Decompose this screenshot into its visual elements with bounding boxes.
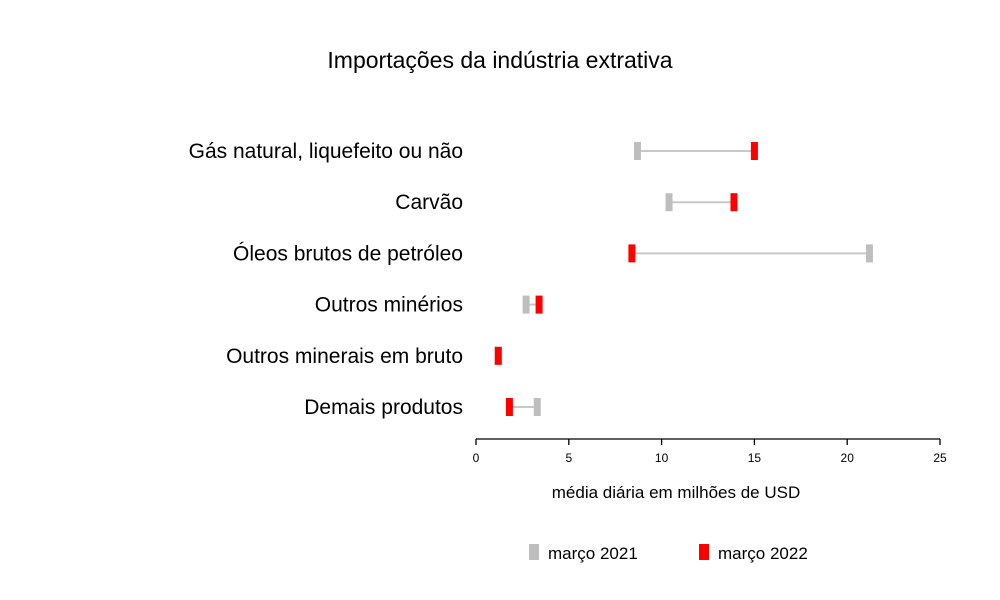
x-tick-label: 10 bbox=[655, 451, 669, 465]
x-tick-label: 20 bbox=[841, 451, 855, 465]
category-label: Demais produtos bbox=[304, 396, 463, 419]
category-label: Óleos brutos de petróleo bbox=[233, 242, 463, 265]
marker-2022 bbox=[750, 142, 758, 160]
legend-swatch bbox=[529, 544, 539, 560]
row-group: Óleos brutos de petróleo bbox=[233, 242, 873, 265]
x-tick-label: 5 bbox=[565, 451, 572, 465]
row-group: Gás natural, liquefeito ou não bbox=[189, 140, 758, 163]
chart-rows: Gás natural, liquefeito ou não Carvão Óleo… bbox=[189, 140, 873, 419]
category-label: Carvão bbox=[395, 191, 463, 214]
x-axis-label: média diária em milhões de USD bbox=[552, 483, 801, 502]
category-label: Outros minerais em bruto bbox=[226, 345, 463, 368]
marker-2022 bbox=[535, 295, 543, 314]
chart-title: Importações da indústria extrativa bbox=[327, 47, 672, 73]
x-tick-label: 25 bbox=[933, 451, 947, 465]
marker-2022 bbox=[730, 193, 738, 212]
marker-2021 bbox=[522, 295, 530, 314]
x-axis: 0 5 10 15 20 25 bbox=[473, 438, 947, 465]
legend-label: março 2022 bbox=[718, 544, 808, 563]
marker-2021 bbox=[665, 193, 673, 212]
legend-label: março 2021 bbox=[548, 544, 638, 563]
legend-swatch bbox=[699, 544, 709, 560]
category-label: Outros minérios bbox=[315, 294, 463, 317]
row-group: Outros minerais em bruto bbox=[226, 345, 502, 368]
legend: março 2021 março 2022 bbox=[529, 544, 808, 563]
marker-2022 bbox=[494, 346, 502, 365]
x-tick-label: 0 bbox=[473, 451, 480, 465]
row-group: Outros minérios bbox=[315, 294, 543, 317]
row-group: Demais produtos bbox=[304, 396, 541, 419]
row-group: Carvão bbox=[395, 191, 738, 214]
category-label: Gás natural, liquefeito ou não bbox=[189, 140, 463, 163]
marker-2021 bbox=[865, 244, 873, 263]
legend-item: março 2021 bbox=[529, 544, 638, 563]
marker-2022 bbox=[505, 398, 513, 416]
marker-2022 bbox=[628, 244, 636, 263]
legend-item: março 2022 bbox=[699, 544, 808, 563]
marker-2021 bbox=[533, 398, 541, 416]
marker-2021 bbox=[633, 142, 641, 160]
x-tick-label: 15 bbox=[748, 451, 762, 465]
